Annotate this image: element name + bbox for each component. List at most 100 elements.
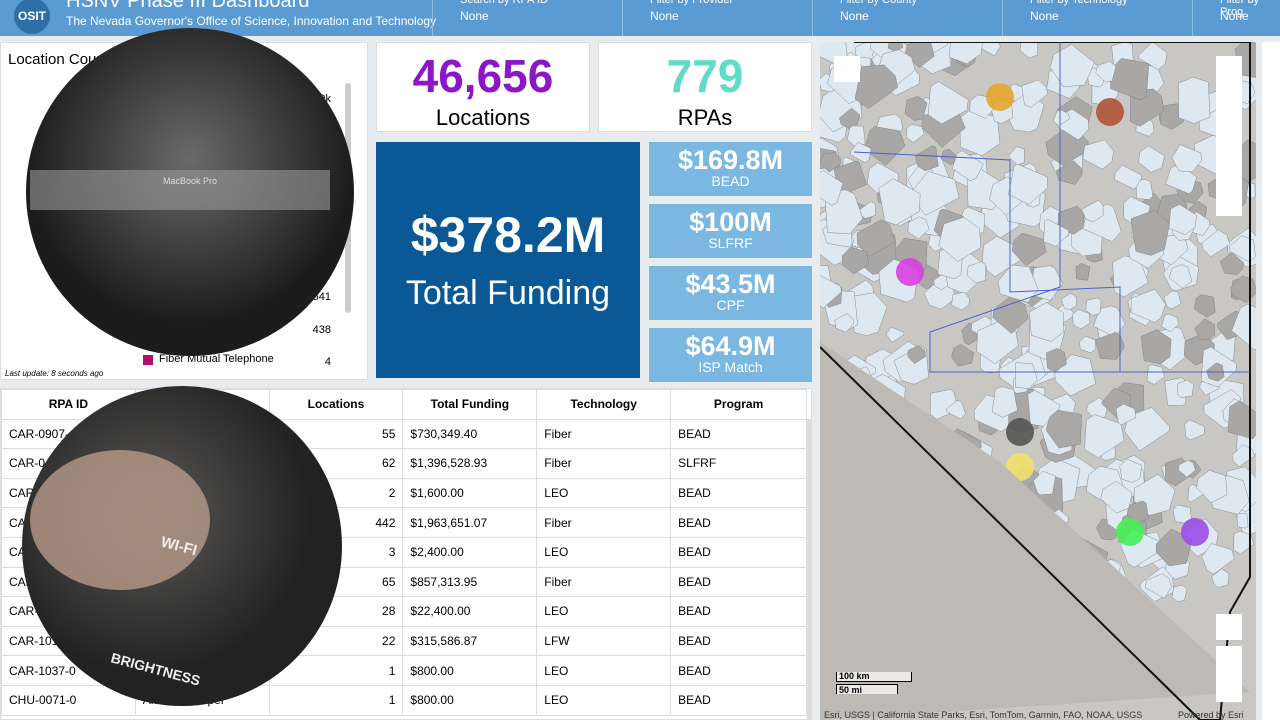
table-row[interactable]: CAR 3 $2,400.00 LEO BEAD [1,536,807,568]
map-region [842,247,869,275]
axis-label: 4 [324,356,331,368]
filter-label[interactable]: Search by RPA ID [460,0,548,6]
program-label: SLFRF [708,235,753,251]
filter-value[interactable]: None [840,9,869,23]
filter-value[interactable]: None [1220,9,1249,23]
map-region [1053,109,1070,127]
filter-divider [812,0,813,36]
map-region [1176,379,1194,398]
total-value: $378.2M [410,207,606,263]
map-region [1056,160,1083,185]
map-region [907,345,926,364]
table-row[interactable]: CAR 442 $1,963,651.07 Fiber BEAD [1,507,807,538]
map-toolbar[interactable] [1216,56,1242,216]
map-region [1201,543,1235,575]
filter-label[interactable]: Filter by Provider [650,0,734,6]
table-cell: CAR-0 [1,566,136,598]
table-row[interactable]: CAR-1037-0 Amazon Kuiper 1 $800.00 LEO BEAD [1,655,807,686]
map-region [1144,573,1172,599]
table-cell: BEAD [670,507,807,538]
map-canvas [820,42,1256,720]
kpi-card: 779 RPAs [598,42,812,132]
scale-mi: 50 mi [836,684,898,695]
column-header[interactable]: RPA ID [1,389,136,420]
table-cell: CAR-1037-0 [1,655,136,686]
filter-value[interactable]: None [650,9,679,23]
filter-label[interactable]: Filter by Prog [1220,0,1260,18]
table-cell: 65 [268,566,404,598]
table-cell: BEAD [670,596,807,627]
map-region [820,275,842,309]
filter-divider [622,0,623,36]
attribution: Esri, USGS | California State Parks, Esr… [824,710,1143,720]
column-header[interactable]: Technology [536,389,672,420]
table-cell: $1,396,528.93 [402,448,538,479]
table-row[interactable]: CAR-1011-1 22 $315,586.87 LFW BEAD [1,625,807,657]
table-cell [134,596,270,627]
header: OSIT HSNV Phase III Dashboard The Nevada… [0,0,1280,36]
map-region [864,126,906,166]
map-region [1045,409,1082,449]
map-region [1029,302,1064,342]
map-region [1193,294,1216,318]
table-cell: 442 [268,507,404,538]
table-cell [134,507,270,538]
table-cell: 3 [268,536,404,568]
map-region [886,326,905,343]
map-region [966,261,987,284]
table-cell: LEO [536,536,672,568]
zoom-controls[interactable] [1216,646,1242,702]
map-region [927,81,969,125]
total-label: Total Funding [405,274,611,312]
map-region [948,42,983,64]
locate-button[interactable] [1216,614,1242,640]
table-cell: Amazon Kuiper [134,684,270,716]
table-row[interactable]: CAR-094 28 $22,400.00 LEO BEAD [1,596,807,627]
table-row[interactable]: CAR 2 $1,600.00 LEO BEAD [1,477,807,509]
table-row[interactable]: CAR-0907- 55 $730,349.40 Fiber BEAD [1,418,807,450]
table-row[interactable]: CHU-0071-0 Amazon Kuiper 1 $800.00 LEO BEAD [1,684,807,716]
table-cell: LEO [536,477,672,509]
map-region [1032,470,1056,496]
map-region [914,145,939,171]
subtitle: The Nevada Governor's Office of Science,… [66,14,437,28]
column-header[interactable] [134,389,270,420]
table-cell: Fiber [536,566,672,598]
table-row[interactable]: CAR-0 62 $1,396,528.93 Fiber SLFRF [1,448,807,479]
map-region [1171,144,1202,173]
map-region [951,291,970,311]
map-region [977,42,1001,57]
table-cell: CHU-0071-0 [1,684,136,716]
map-highlight [986,83,1014,111]
filter-label[interactable]: Filter by County [840,0,918,6]
column-header[interactable]: Locations [268,389,404,420]
filter-value[interactable]: None [1030,9,1059,23]
map-region [905,123,925,143]
table-cell: CAR-1011-1 [1,625,136,657]
map-region [878,178,921,226]
kpi-label: RPAs [677,105,733,130]
map-region [1043,218,1069,247]
map-region [992,297,1029,334]
table-cell: CAR [1,536,136,568]
total-card: $378.2M Total Funding [376,142,640,378]
county-line [929,42,1120,373]
map-region [1161,313,1180,333]
table-cell [134,566,270,598]
table-cell: Amazon Kuiper [134,655,270,686]
map-region [1072,309,1091,330]
table-cell: 2 [268,477,404,509]
map-region [1100,480,1133,514]
filter-label[interactable]: Filter by Technology [1030,0,1128,6]
table-cell: $800.00 [402,684,538,716]
column-header[interactable]: Program [670,389,807,420]
table-cell: 62 [268,448,404,479]
table-cell: $800.00 [402,655,538,686]
column-header[interactable]: Total Funding [402,389,538,420]
table-cell: BEAD [670,477,807,509]
table-row[interactable]: CAR-0 65 $857,313.95 Fiber BEAD [1,566,807,598]
filter-divider [1192,0,1193,36]
map-region [1082,139,1114,170]
filter-value[interactable]: None [460,9,489,23]
map-tool[interactable] [834,56,860,82]
